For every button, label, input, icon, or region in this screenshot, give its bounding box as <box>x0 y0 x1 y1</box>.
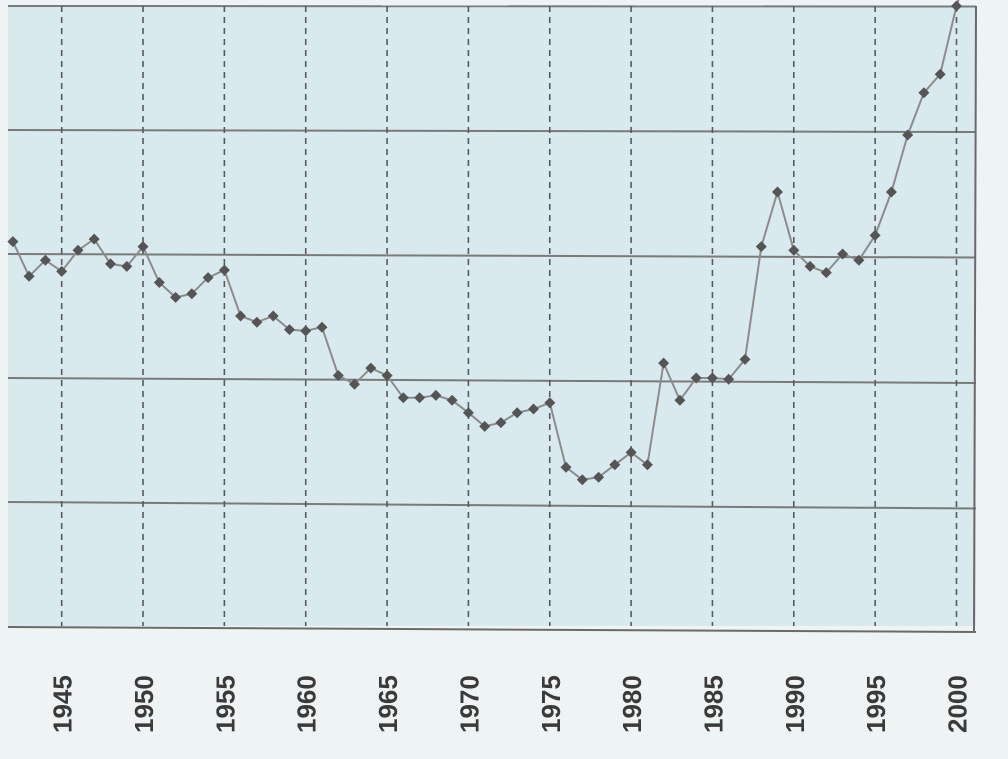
data-point <box>446 394 458 406</box>
data-point <box>300 325 312 337</box>
x-tick-label: 1960 <box>292 675 322 733</box>
data-point <box>918 87 930 99</box>
data-point <box>316 321 328 333</box>
data-point <box>511 407 523 419</box>
h-gridline <box>7 501 977 510</box>
data-point <box>39 254 51 266</box>
data-point <box>934 68 946 80</box>
data-point <box>788 244 800 256</box>
data-point <box>658 357 670 369</box>
x-tick-label: 1980 <box>617 675 647 733</box>
data-point <box>495 417 507 429</box>
data-point <box>837 248 849 260</box>
data-point <box>23 270 35 282</box>
plot-bottom-border <box>7 626 977 633</box>
data-point <box>755 241 767 253</box>
data-point <box>235 310 247 322</box>
data-point <box>332 370 344 381</box>
plot-right-border <box>973 5 977 633</box>
data-point <box>690 372 702 384</box>
data-point <box>479 420 491 432</box>
series-markers <box>7 0 962 486</box>
h-gridline <box>7 5 977 8</box>
data-point <box>202 272 214 284</box>
data-point <box>674 394 686 406</box>
data-point <box>414 392 426 404</box>
data-point <box>772 186 783 198</box>
data-point <box>576 474 588 486</box>
data-point <box>153 277 165 288</box>
data-point <box>706 372 718 384</box>
x-tick-label: 1945 <box>48 675 78 733</box>
x-tick-labels: 1945 1950 1955 1960 1965 1970 1975 1980 1985 1990… <box>48 675 973 733</box>
data-point <box>820 267 832 279</box>
data-point <box>56 265 68 277</box>
data-point <box>121 260 133 272</box>
data-point <box>365 362 377 374</box>
data-point <box>544 397 556 409</box>
data-point <box>88 233 100 245</box>
data-point <box>641 459 653 471</box>
h-gridline <box>7 129 977 133</box>
x-tick-label: 1975 <box>536 675 566 733</box>
data-point <box>609 459 621 471</box>
data-point <box>902 129 914 141</box>
x-tick-label: 1965 <box>373 675 403 733</box>
vertical-gridlines <box>60 6 958 626</box>
x-tick-label: 1985 <box>698 675 728 733</box>
data-point <box>218 264 230 276</box>
plot-background <box>8 6 976 626</box>
data-point <box>869 229 881 241</box>
data-point <box>7 236 19 248</box>
data-point <box>397 392 409 404</box>
data-point <box>267 310 279 322</box>
data-point <box>284 324 295 336</box>
data-point <box>430 389 442 401</box>
x-tick-label: 1970 <box>454 675 484 733</box>
data-point <box>625 446 637 458</box>
data-point <box>186 288 198 300</box>
data-point <box>381 370 393 381</box>
data-point <box>853 254 865 266</box>
data-point <box>951 0 962 12</box>
data-point <box>739 353 751 365</box>
h-gridline <box>7 253 977 259</box>
horizontal-gridlines <box>7 5 977 510</box>
data-point <box>349 378 360 390</box>
x-tick-label: 1990 <box>780 675 810 733</box>
data-point <box>723 373 735 385</box>
data-point <box>593 471 605 483</box>
x-tick-label: 1955 <box>210 675 240 733</box>
data-point <box>251 316 263 328</box>
h-gridline <box>7 377 977 384</box>
data-point <box>72 244 84 256</box>
x-tick-label: 2000 <box>942 675 972 733</box>
x-tick-label: 1950 <box>129 675 159 733</box>
data-point <box>560 461 572 473</box>
data-point <box>170 291 182 303</box>
data-point <box>105 258 116 270</box>
data-point <box>804 260 816 272</box>
x-tick-label: 1995 <box>861 675 891 733</box>
data-point <box>528 403 539 415</box>
data-point <box>462 407 474 419</box>
data-point <box>137 241 149 253</box>
data-point <box>885 186 897 198</box>
